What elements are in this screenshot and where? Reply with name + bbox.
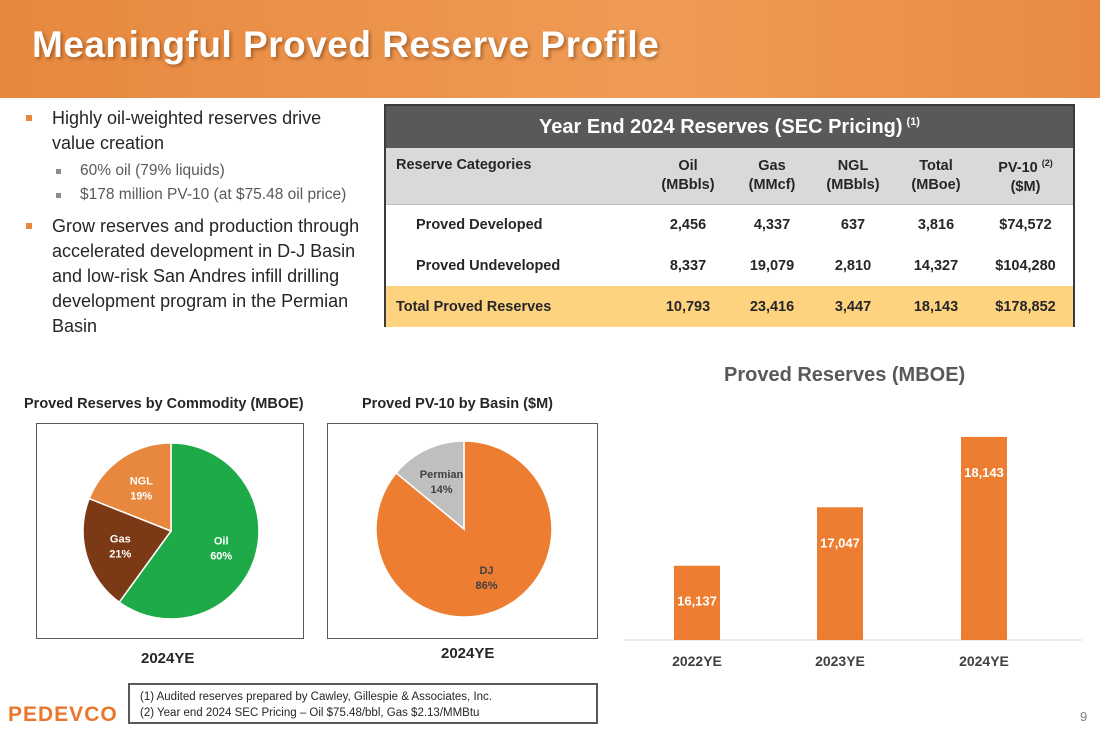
table-title: Year End 2024 Reserves (SEC Pricing) (1) bbox=[386, 106, 1073, 148]
pie-slice-label: NGL bbox=[130, 475, 154, 487]
table-cell: 3,816 bbox=[894, 203, 978, 245]
table-cell: 2,810 bbox=[834, 257, 872, 274]
table-row: Proved Developed 2,456 4,337 637 3,816 $… bbox=[386, 203, 1073, 245]
table-cell: 19,079 bbox=[749, 257, 795, 274]
bar-2022ye bbox=[674, 565, 720, 640]
table-header-row: Reserve Categories Oil (MBbls) Gas (MMcf) … bbox=[386, 148, 1073, 204]
basin-pie-frame: DJ 86% Permian 14% bbox=[327, 423, 598, 639]
table-cell: 10,793 bbox=[644, 286, 732, 327]
bullet-square-icon bbox=[26, 115, 32, 121]
company-logo: PEDEVCO bbox=[8, 703, 118, 726]
bar-value-label: 17,047 bbox=[820, 535, 860, 550]
pie-slice-dj bbox=[375, 440, 553, 618]
pie-slice-label: Gas bbox=[110, 534, 131, 546]
x-tick-label: 2024YE bbox=[959, 653, 1009, 669]
sub-bullet-square-icon bbox=[56, 169, 61, 174]
pie-slice-oil bbox=[118, 442, 260, 620]
table-cell: 14,327 bbox=[913, 257, 959, 274]
x-tick-label: 2022YE bbox=[672, 653, 722, 669]
sub-bullet-item: $178 million PV-10 (at $75.48 oil price) bbox=[22, 184, 362, 206]
header-banner: Meaningful Proved Reserve Profile bbox=[0, 0, 1100, 98]
footnote-box: (1) Audited reserves prepared by Cawley,… bbox=[128, 683, 598, 724]
table-cell: Proved Undeveloped bbox=[416, 257, 561, 274]
pie-slice-gas bbox=[82, 497, 173, 604]
bar-2023ye bbox=[817, 507, 863, 640]
table-cell: Proved Developed bbox=[386, 203, 644, 245]
bullet-square-icon bbox=[26, 223, 32, 229]
pie-slice-label: DJ bbox=[479, 565, 493, 577]
commodity-pie-frame: Oil 60% Gas 21% NGL 19% bbox=[36, 423, 304, 639]
bar-chart-title: Proved Reserves (MBOE) bbox=[724, 364, 966, 386]
pie-slice-label: Permian bbox=[420, 469, 464, 481]
column-header: Reserve Categories bbox=[386, 148, 644, 204]
bar-2024ye bbox=[961, 436, 1007, 640]
table-cell: 8,337 bbox=[669, 257, 707, 274]
table-cell: 3,447 bbox=[812, 286, 894, 327]
table-cell: 23,416 bbox=[732, 286, 812, 327]
table-cell: Total Proved Reserves bbox=[386, 286, 644, 327]
reserves-grid: Reserve Categories Oil (MBbls) Gas (MMcf) … bbox=[386, 148, 1073, 327]
column-header: Total (MBoe) bbox=[894, 148, 978, 204]
bullet-list: Highly oil-weighted reserves drive value… bbox=[22, 106, 362, 343]
sub-bullet-item: 60% oil (79% liquids) bbox=[22, 160, 362, 182]
sub-bullet-text: $178 million PV-10 (at $75.48 oil price) bbox=[80, 186, 347, 203]
table-cell: $104,280 bbox=[995, 257, 1056, 274]
sub-bullet-square-icon bbox=[56, 193, 61, 198]
column-header: Oil (MBbls) bbox=[644, 148, 732, 204]
pie-slice-value: 86% bbox=[475, 580, 497, 592]
column-header: Gas (MMcf) bbox=[732, 148, 812, 204]
bullet-item: Grow reserves and production through acc… bbox=[22, 214, 362, 339]
footnote-1: (1) Audited reserves prepared by Cawley,… bbox=[140, 691, 492, 703]
pie-slice-value: 21% bbox=[109, 549, 131, 561]
sub-bullet-text: 60% oil (79% liquids) bbox=[80, 162, 225, 179]
commodity-pie-year-label: 2024YE bbox=[141, 650, 195, 667]
table-cell: 2,456 bbox=[644, 203, 732, 245]
footnote-2: (2) Year end 2024 SEC Pricing – Oil $75.… bbox=[140, 707, 480, 719]
table-cell: $74,572 bbox=[978, 203, 1073, 245]
table-cell: 637 bbox=[812, 203, 894, 245]
reserves-table: Year End 2024 Reserves (SEC Pricing) (1)… bbox=[384, 104, 1075, 327]
column-header: PV-10 (2) ($M) bbox=[978, 148, 1073, 204]
table-title-footnote-ref: (1) bbox=[906, 116, 920, 128]
bar-value-label: 18,143 bbox=[964, 465, 1004, 480]
x-tick-label: 2023YE bbox=[815, 653, 865, 669]
pie-slice-value: 14% bbox=[431, 484, 453, 496]
basin-pie-chart: DJ 86% Permian 14% bbox=[375, 440, 553, 618]
basin-pie-year-label: 2024YE bbox=[441, 645, 495, 662]
table-title-text: Year End 2024 Reserves (SEC Pricing) bbox=[539, 115, 903, 138]
table-total-row: Total Proved Reserves 10,793 23,416 3,44… bbox=[386, 286, 1073, 327]
table-row: Proved Undeveloped 8,337 19,079 2,810 14… bbox=[386, 245, 1073, 286]
bar-value-label: 16,137 bbox=[677, 594, 717, 609]
pie-slice-label: Oil bbox=[214, 535, 229, 547]
pie-slice-permian bbox=[395, 440, 465, 531]
pie-slice-value: 60% bbox=[210, 550, 232, 562]
commodity-chart-title: Proved Reserves by Commodity (MBOE) bbox=[24, 396, 304, 412]
table-cell: $178,852 bbox=[978, 286, 1073, 327]
commodity-pie-chart: Oil 60% Gas 21% NGL 19% bbox=[82, 442, 260, 620]
table-cell: 18,143 bbox=[894, 286, 978, 327]
bullet-text: Highly oil-weighted reserves drive value… bbox=[52, 108, 322, 153]
bullet-text: Grow reserves and production through acc… bbox=[52, 216, 360, 336]
proved-reserves-bar-chart: 16,137 2022YE 17,047 2023YE 18,143 2024YE bbox=[624, 436, 1082, 669]
page-title: Meaningful Proved Reserve Profile bbox=[32, 24, 660, 65]
table-cell: 4,337 bbox=[732, 203, 812, 245]
pie-slice-value: 19% bbox=[130, 490, 152, 502]
page-number: 9 bbox=[1080, 709, 1088, 724]
pie-slice-ngl bbox=[88, 442, 172, 533]
bullet-item: Highly oil-weighted reserves drive value… bbox=[22, 106, 362, 156]
column-header: NGL (MBbls) bbox=[812, 148, 894, 204]
basin-chart-title: Proved PV-10 by Basin ($M) bbox=[362, 396, 553, 412]
